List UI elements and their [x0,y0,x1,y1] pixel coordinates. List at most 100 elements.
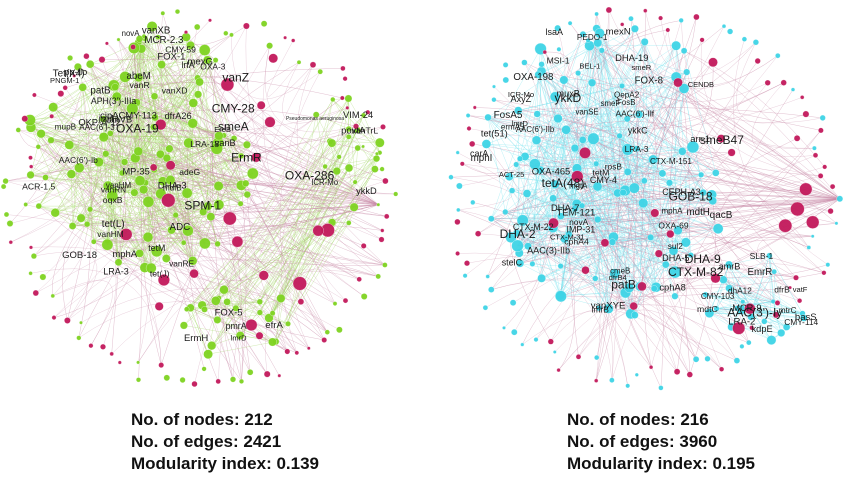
gene-label: smeB47 [700,133,744,147]
network-edge [673,250,778,304]
network-node [344,163,354,173]
network-node [559,75,569,85]
gene-label: FosB [617,98,635,107]
network-node [203,55,212,65]
network-node [665,27,671,33]
network-edge [151,206,208,269]
gene-label: pmrA [226,321,247,331]
network-node [317,68,323,75]
network-edge [522,188,806,223]
network-node [57,90,65,97]
network-edge [538,74,576,209]
network-edge [636,16,697,149]
network-edge [34,94,348,132]
network-node [375,151,379,156]
gene-label: CENDB [688,80,714,89]
network-edge [563,76,677,81]
network-edge [701,174,810,248]
network-edge [493,99,840,200]
network-edge [272,115,364,314]
network-edge [183,242,328,333]
network-edge [728,264,804,319]
network-node [116,37,121,42]
network-node [142,231,154,243]
network-node [749,325,755,331]
network-node [708,57,718,68]
network-node [214,131,224,141]
network-node [571,204,579,213]
network-node [32,289,39,297]
network-edge [665,264,828,279]
gene-label: smeR [632,63,652,72]
network-edge [235,152,380,309]
network-edge [595,135,621,381]
network-edge [29,119,104,138]
network-edge [589,45,687,73]
network-node [98,132,109,143]
gene-label: lrfA [181,60,194,70]
network-node [466,126,472,131]
network-edge [40,133,152,269]
gene-label: MCR-9 [732,303,761,313]
network-node [654,249,663,258]
network-edge [622,16,697,193]
network-node [158,362,165,368]
network-node [352,179,358,185]
network-node [360,293,368,300]
network-node [68,222,77,230]
gene-label: OXA-198 [513,72,553,83]
network-edge [187,59,208,231]
network-node [678,83,690,94]
network-node [198,44,211,56]
network-edge [536,74,539,141]
network-node [819,114,826,121]
network-edge [560,208,798,297]
network-edge [751,310,772,341]
network-node [619,189,627,196]
network-node [345,134,352,140]
network-edge [98,161,379,205]
network-edge [82,87,135,193]
network-node [658,169,667,178]
network-edge [62,223,88,321]
network-node [111,83,119,91]
network-node [285,320,291,327]
network-node [28,155,33,160]
network-edge [186,309,212,346]
gene-label: efrA [265,320,283,331]
network-edge [541,79,565,279]
network-node [269,310,276,317]
gene-label: ErmH [184,333,208,344]
network-node [361,144,365,149]
gene-label: pp-flo [64,67,87,77]
network-node [332,167,341,176]
network-node [616,132,623,139]
network-node [640,38,649,46]
network-edge [112,126,384,193]
network-edge [629,287,691,375]
network-edge [486,143,702,176]
gene-label: PNGM-1 [50,76,79,85]
node-count-right: No. of nodes: 216 [567,410,709,429]
network-node [671,40,681,51]
gene-label: stelC [502,257,523,267]
network-node [698,171,705,178]
network-node [631,311,639,319]
network-edge [223,135,379,277]
gene-label: tet(51) [481,128,508,138]
network-node [593,160,600,167]
network-edge [591,82,674,251]
network-edge [716,308,804,319]
network-node [360,243,367,249]
network-node [134,175,146,186]
network-edge [348,98,381,153]
network-node [336,326,343,334]
gene-label: FOX-8 [635,76,663,87]
network-edge [190,45,336,304]
network-edge [682,151,840,200]
network-node [662,260,670,269]
network-edge [55,191,113,213]
network-node [356,276,362,282]
network-node [666,179,673,187]
network-node [740,299,746,305]
